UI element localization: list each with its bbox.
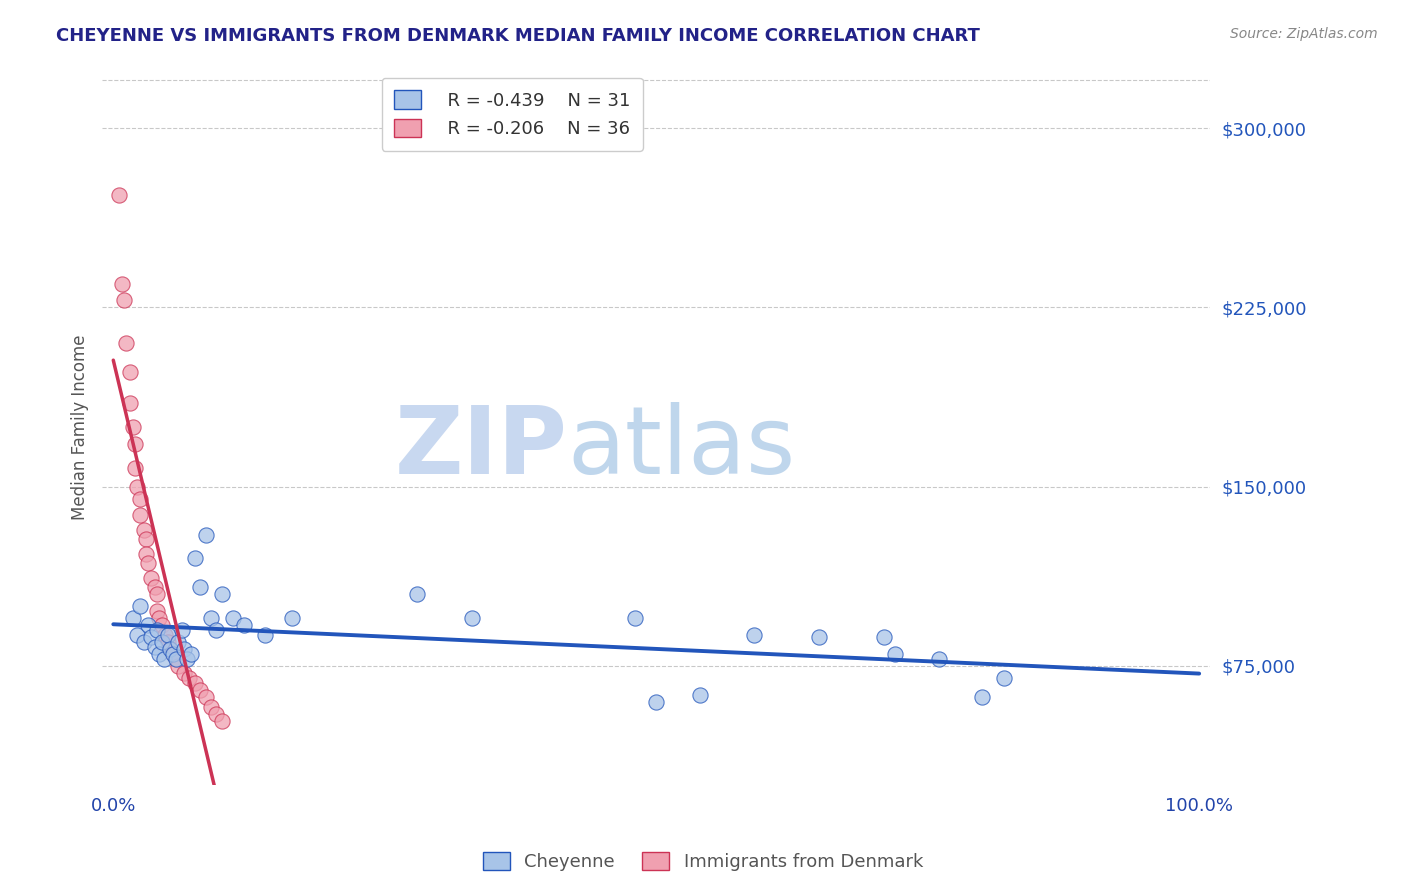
Point [162, 647, 184, 661]
Point [124, 460, 146, 475]
Point [129, 508, 152, 523]
Point [184, 551, 207, 566]
Point [115, 336, 138, 351]
Point [132, 523, 155, 537]
Point [742, 628, 765, 642]
Point [873, 630, 896, 644]
Point [153, 652, 176, 666]
Point [194, 690, 217, 704]
Point [150, 635, 173, 649]
Point [200, 611, 222, 625]
Y-axis label: Median Family Income: Median Family Income [72, 334, 89, 520]
Point [127, 628, 149, 642]
Point [460, 611, 482, 625]
Point [211, 714, 233, 728]
Point [118, 365, 141, 379]
Point [145, 623, 167, 637]
Point [281, 611, 304, 625]
Point [124, 436, 146, 450]
Point [179, 671, 201, 685]
Point [141, 570, 163, 584]
Point [184, 675, 207, 690]
Point [808, 630, 831, 644]
Point [162, 647, 184, 661]
Point [145, 604, 167, 618]
Point [112, 293, 135, 308]
Point [132, 635, 155, 649]
Point [200, 699, 222, 714]
Point [205, 623, 228, 637]
Point [222, 611, 245, 625]
Point [188, 682, 211, 697]
Point [170, 623, 193, 637]
Point [159, 642, 181, 657]
Legend: Cheyenne, Immigrants from Denmark: Cheyenne, Immigrants from Denmark [475, 845, 931, 879]
Point [188, 580, 211, 594]
Point [141, 630, 163, 644]
Point [645, 695, 668, 709]
Point [211, 587, 233, 601]
Point [970, 690, 993, 704]
Point [121, 611, 143, 625]
Point [884, 647, 907, 661]
Point [148, 611, 170, 625]
Point [136, 618, 159, 632]
Point [176, 652, 198, 666]
Point [167, 659, 190, 673]
Point [254, 628, 277, 642]
Text: atlas: atlas [568, 402, 796, 494]
Point [156, 628, 179, 642]
Point [148, 647, 170, 661]
Point [150, 618, 173, 632]
Point [165, 652, 187, 666]
Point [194, 527, 217, 541]
Point [623, 611, 645, 625]
Point [156, 635, 179, 649]
Point [928, 652, 950, 666]
Point [406, 587, 429, 601]
Point [173, 642, 195, 657]
Point [167, 635, 190, 649]
Text: ZIP: ZIP [395, 402, 568, 494]
Point [129, 599, 152, 614]
Point [180, 647, 202, 661]
Point [127, 480, 149, 494]
Point [129, 491, 152, 506]
Point [145, 587, 167, 601]
Point [165, 652, 187, 666]
Point [135, 547, 157, 561]
Text: Source: ZipAtlas.com: Source: ZipAtlas.com [1230, 27, 1378, 41]
Point [159, 642, 181, 657]
Point [135, 533, 157, 547]
Point [205, 706, 228, 721]
Point [107, 188, 129, 202]
Point [111, 277, 134, 291]
Point [118, 396, 141, 410]
Point [136, 556, 159, 570]
Point [993, 671, 1015, 685]
Point [232, 618, 254, 632]
Point [689, 688, 711, 702]
Point [121, 420, 143, 434]
Point [143, 640, 166, 654]
Point [143, 580, 166, 594]
Point [155, 628, 177, 642]
Text: CHEYENNE VS IMMIGRANTS FROM DENMARK MEDIAN FAMILY INCOME CORRELATION CHART: CHEYENNE VS IMMIGRANTS FROM DENMARK MEDI… [56, 27, 980, 45]
Legend:   R = -0.439    N = 31,   R = -0.206    N = 36: R = -0.439 N = 31, R = -0.206 N = 36 [381, 78, 643, 151]
Point [173, 666, 195, 681]
